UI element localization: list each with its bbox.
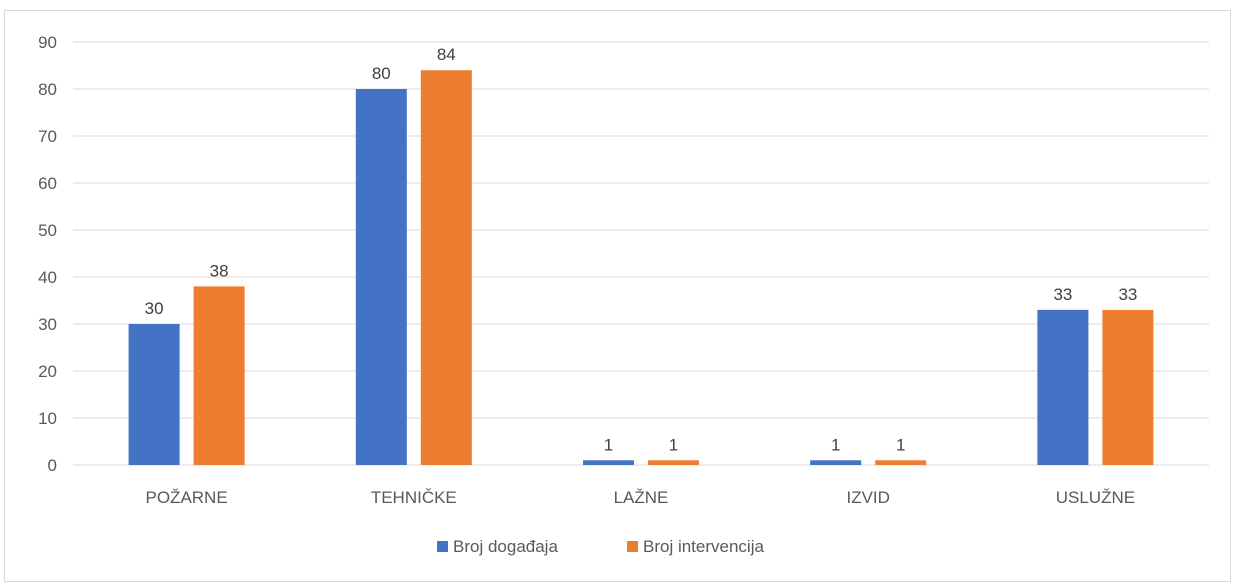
bar — [583, 460, 634, 465]
bar — [355, 89, 407, 465]
bar — [1037, 309, 1089, 465]
bars — [128, 70, 1154, 465]
bar-chart: 0 10 20 30 40 50 60 70 80 90 30 38 80 84 1 1 1 1 33 33 POŽ… — [38, 33, 1209, 556]
y-tick-label: 80 — [38, 80, 57, 99]
bar — [420, 70, 472, 465]
bar — [1102, 309, 1154, 465]
y-tick-label: 0 — [48, 456, 57, 475]
data-label: 84 — [437, 45, 456, 64]
data-labels: 30 38 80 84 1 1 1 1 33 33 — [145, 45, 1138, 454]
y-tick-label: 20 — [38, 362, 57, 381]
bar — [128, 324, 180, 465]
grid-lines — [73, 41, 1209, 466]
y-tick-label: 40 — [38, 268, 57, 287]
data-label: 1 — [604, 435, 613, 454]
data-label: 30 — [145, 299, 164, 318]
data-label: 38 — [210, 261, 229, 280]
bar — [193, 286, 245, 465]
x-tick-label: POŽARNE — [146, 488, 228, 507]
legend-swatch — [627, 541, 638, 552]
y-tick-label: 60 — [38, 174, 57, 193]
legend-label: Broj događaja — [453, 537, 558, 556]
data-label: 1 — [896, 435, 905, 454]
legend-label: Broj intervencija — [643, 537, 764, 556]
y-tick-label: 30 — [38, 315, 57, 334]
y-tick-label: 70 — [38, 127, 57, 146]
bar — [648, 460, 699, 465]
y-axis-ticks: 0 10 20 30 40 50 60 70 80 90 — [38, 33, 57, 475]
y-tick-label: 50 — [38, 221, 57, 240]
data-label: 33 — [1118, 285, 1137, 304]
x-tick-label: USLUŽNE — [1056, 488, 1135, 507]
bar — [875, 460, 927, 465]
y-tick-label: 10 — [38, 409, 57, 428]
chart-frame: 0 10 20 30 40 50 60 70 80 90 30 38 80 84 1 1 1 1 33 33 POŽ… — [4, 10, 1231, 582]
x-axis-ticks: POŽARNE TEHNIČKE LAŽNE IZVID USLUŽNE — [146, 488, 1136, 507]
data-label: 1 — [669, 435, 678, 454]
x-tick-label: IZVID — [846, 488, 889, 507]
data-label: 1 — [831, 435, 840, 454]
x-tick-label: TEHNIČKE — [371, 488, 457, 507]
y-tick-label: 90 — [38, 33, 57, 52]
legend: Broj događaja Broj intervencija — [437, 537, 764, 556]
data-label: 80 — [372, 64, 391, 83]
x-tick-label: LAŽNE — [614, 488, 669, 507]
data-label: 33 — [1053, 285, 1072, 304]
bar — [810, 460, 862, 465]
legend-swatch — [437, 541, 448, 552]
